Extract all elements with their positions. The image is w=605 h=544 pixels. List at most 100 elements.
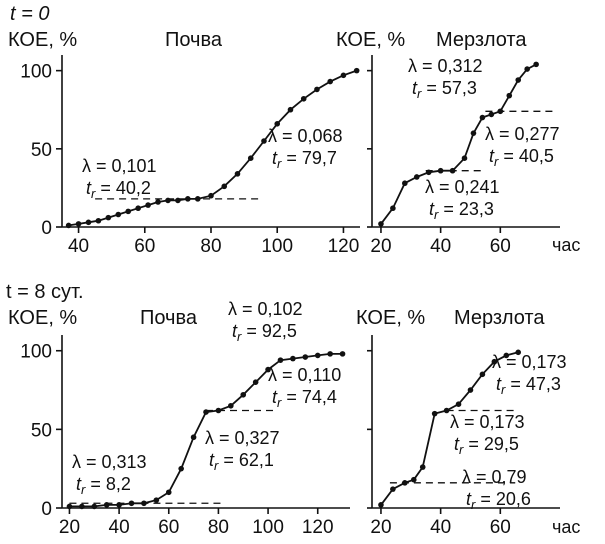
annotation-tr: tr = 40,5	[489, 146, 554, 169]
ylabel-top-left: КОЕ, %	[8, 29, 77, 51]
data-point	[402, 180, 408, 187]
data-point	[455, 401, 462, 408]
data-point	[261, 138, 267, 144]
x-tick-label: 100	[252, 517, 284, 538]
x-tick-label: 40	[109, 517, 130, 538]
data-point	[203, 409, 209, 415]
data-point	[185, 196, 191, 202]
data-point	[145, 202, 151, 208]
data-point	[128, 500, 135, 507]
data-point	[314, 86, 320, 93]
data-point	[65, 222, 72, 229]
data-point	[115, 211, 122, 218]
annotation-tr: tr = 92,5	[232, 321, 297, 344]
data-point	[194, 196, 201, 202]
data-point	[221, 183, 228, 190]
x-tick-label: 20	[370, 236, 391, 257]
data-point	[515, 77, 522, 83]
series-line	[380, 63, 537, 225]
data-point	[515, 349, 522, 356]
data-point	[95, 217, 102, 224]
data-point	[165, 197, 171, 204]
data-point	[327, 78, 334, 85]
data-point	[443, 407, 450, 414]
data-point	[378, 502, 384, 508]
annotation-tr: tr = 47,3	[496, 374, 561, 397]
y-tick-label: 50	[31, 420, 52, 441]
data-point	[431, 410, 438, 417]
data-point	[91, 503, 98, 510]
annotation-lambda: λ = 0,101	[82, 156, 157, 176]
data-point	[234, 171, 241, 177]
data-point	[252, 379, 259, 385]
data-point	[314, 352, 321, 359]
data-point	[290, 355, 296, 362]
data-point	[413, 174, 420, 180]
annotation-tr: tr = 62,1	[209, 450, 274, 473]
data-point	[339, 351, 346, 357]
x-tick-label: 80	[208, 517, 229, 538]
data-point	[135, 205, 141, 212]
data-point	[437, 167, 444, 174]
data-point	[105, 214, 112, 221]
data-point	[116, 502, 122, 508]
data-point	[240, 391, 247, 398]
x-tick-label: 20	[370, 517, 391, 538]
annotation-lambda: λ = 0,173	[450, 412, 525, 432]
data-point	[153, 497, 160, 503]
data-point	[190, 434, 197, 441]
data-point	[479, 371, 486, 378]
title-bottom-right: Мерзлота	[454, 307, 545, 329]
annotation-lambda: λ = 0,312	[408, 56, 483, 76]
data-point	[228, 402, 234, 409]
annotation-lambda: λ = 0,79	[462, 467, 527, 487]
y-tick-label: 0	[41, 218, 52, 239]
data-point	[402, 480, 408, 486]
data-point	[390, 486, 396, 492]
annotation-lambda: λ = 0,241	[425, 177, 500, 197]
data-point	[302, 354, 309, 360]
annotation-lambda: λ = 0,102	[228, 299, 303, 319]
time-label-top: t = 0	[10, 3, 49, 25]
data-point	[75, 221, 82, 227]
x-tick-label: 120	[302, 517, 334, 538]
data-point	[533, 61, 539, 68]
data-point	[277, 357, 284, 363]
title-bottom-left: Почва	[140, 307, 198, 329]
data-point	[470, 130, 477, 136]
x-tick-label: 60	[158, 517, 179, 538]
data-point	[125, 208, 132, 215]
data-point	[165, 489, 172, 496]
annotation-lambda: λ = 0,110	[268, 365, 341, 385]
xunit-top-right: час	[552, 235, 580, 255]
data-point	[215, 407, 222, 414]
data-point	[419, 464, 426, 470]
data-point	[449, 167, 456, 174]
data-point	[503, 352, 510, 359]
annotation-tr: tr = 79,7	[272, 148, 337, 171]
x-tick-label: 20	[59, 517, 80, 538]
data-point	[247, 155, 254, 161]
data-point	[287, 106, 294, 113]
annotation-tr: tr = 8,2	[76, 474, 131, 497]
y-tick-label: 0	[41, 499, 52, 520]
data-point	[353, 67, 360, 74]
annotation-lambda: λ = 0,173	[492, 352, 567, 372]
ylabel-bottom-right: КОЕ, %	[356, 307, 425, 329]
annotation-lambda: λ = 0,277	[485, 124, 560, 144]
x-tick-label: 40	[430, 236, 451, 257]
data-point	[497, 108, 504, 115]
y-tick-label: 100	[20, 342, 52, 363]
data-point	[175, 197, 181, 204]
x-tick-label: 120	[328, 236, 360, 257]
annotation-tr: tr = 40,2	[86, 178, 151, 201]
time-label-bottom: t = 8 сут.	[6, 281, 84, 303]
data-point	[327, 351, 333, 357]
title-top-right: Мерзлота	[436, 29, 527, 51]
data-point	[265, 366, 271, 373]
annotation-tr: tr = 20,6	[466, 489, 531, 512]
x-tick-label: 40	[68, 236, 89, 257]
data-point	[208, 192, 214, 199]
data-point	[467, 387, 474, 393]
data-point	[103, 502, 110, 508]
